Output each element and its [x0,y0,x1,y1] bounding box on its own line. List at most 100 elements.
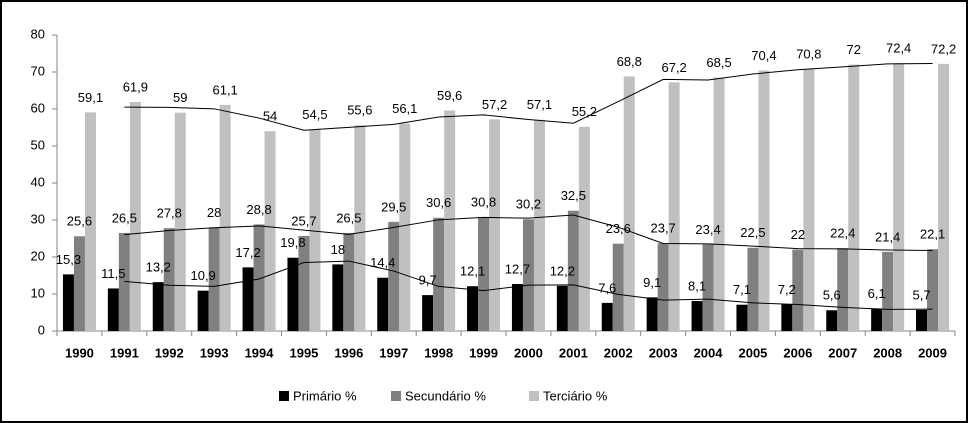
bar [197,290,209,331]
bar [938,63,950,332]
bar [388,221,400,331]
value-label: 26,5 [336,210,361,225]
value-label: 55,2 [572,104,597,119]
legend-label: Terciário % [543,388,608,403]
x-tick-label: 2009 [918,345,947,360]
legend-swatch [529,391,539,401]
value-label: 72 [847,42,861,57]
bar [129,101,141,331]
bar [623,76,635,331]
x-tick-label: 1993 [200,345,229,360]
bar [354,125,366,331]
x-tick-label: 2003 [649,345,678,360]
x-tick-label: 1999 [469,345,498,360]
bar [84,112,96,331]
bar [657,243,669,331]
bar [567,210,579,331]
bar [174,112,186,331]
bar [253,224,265,331]
legend-swatch [279,391,289,401]
value-label: 59,1 [78,90,103,105]
value-label: 55,6 [347,103,372,118]
value-label: 8,1 [688,278,706,293]
bar [927,249,939,331]
bar [422,295,434,331]
value-label: 13,2 [146,260,171,275]
trendline [124,62,933,131]
value-label: 23,7 [650,221,675,236]
bar [893,63,905,332]
value-label: 68,5 [706,55,731,70]
bar [612,243,624,331]
value-label: 25,7 [291,213,316,228]
x-tick-label: 2001 [559,345,588,360]
value-label: 19,8 [280,235,305,250]
value-label: 22,5 [740,225,765,240]
y-tick-label: 50 [31,137,45,152]
value-label: 5,7 [913,287,931,302]
value-label: 30,8 [471,194,496,209]
y-tick-label: 0 [38,322,45,337]
x-tick-label: 1992 [155,345,184,360]
bar [803,69,815,331]
value-label: 61,9 [123,79,148,94]
value-label: 26,5 [112,210,137,225]
value-label: 12,1 [460,264,485,279]
x-tick-label: 1994 [245,345,275,360]
value-label: 67,2 [661,60,686,75]
value-label: 57,1 [527,97,552,112]
value-label: 23,6 [606,221,631,236]
bar [848,64,860,331]
bar [287,257,299,331]
bar [601,302,613,331]
y-tick-label: 70 [31,63,45,78]
value-label: 9,7 [419,273,437,288]
x-tick-label: 2004 [694,345,724,360]
value-label: 29,5 [381,199,406,214]
value-label: 12,2 [550,263,575,278]
bar [208,227,220,331]
bar [219,104,231,332]
x-tick-label: 1991 [110,345,139,360]
value-label: 5,6 [823,288,841,303]
x-tick-label: 1995 [289,345,318,360]
value-label: 72,4 [886,41,911,56]
value-label: 32,5 [561,188,586,203]
value-label: 14,4 [370,255,395,270]
x-tick-label: 2005 [738,345,767,360]
bar [511,284,523,331]
y-tick-label: 60 [31,100,45,115]
value-label: 27,8 [157,206,182,221]
value-label: 7,2 [778,282,796,297]
bar [556,285,568,331]
x-tick-label: 1990 [65,345,94,360]
x-tick-label: 2006 [783,345,812,360]
value-label: 70,8 [796,46,821,61]
value-label: 59,6 [437,88,462,103]
value-label: 59 [173,90,187,105]
value-label: 23,4 [695,222,720,237]
y-tick-label: 30 [31,211,45,226]
bar [668,82,680,331]
value-label: 56,1 [392,101,417,116]
value-label: 18 [331,242,345,257]
legend-label: Primário % [293,388,357,403]
x-tick-label: 2000 [514,345,543,360]
value-label: 9,1 [643,275,661,290]
bar [646,297,658,331]
bar [533,119,545,331]
bar [444,110,456,331]
value-label: 7,6 [598,280,616,295]
trendline [124,260,933,310]
bar [792,249,804,331]
value-label: 30,6 [426,195,451,210]
legend-swatch [391,391,401,401]
x-tick-label: 2008 [873,345,902,360]
bar [377,277,389,331]
bar [691,301,703,331]
value-label: 57,2 [482,97,507,112]
bar [309,129,321,331]
bar [343,232,355,331]
bar [489,119,501,331]
value-label: 12,7 [505,261,530,276]
